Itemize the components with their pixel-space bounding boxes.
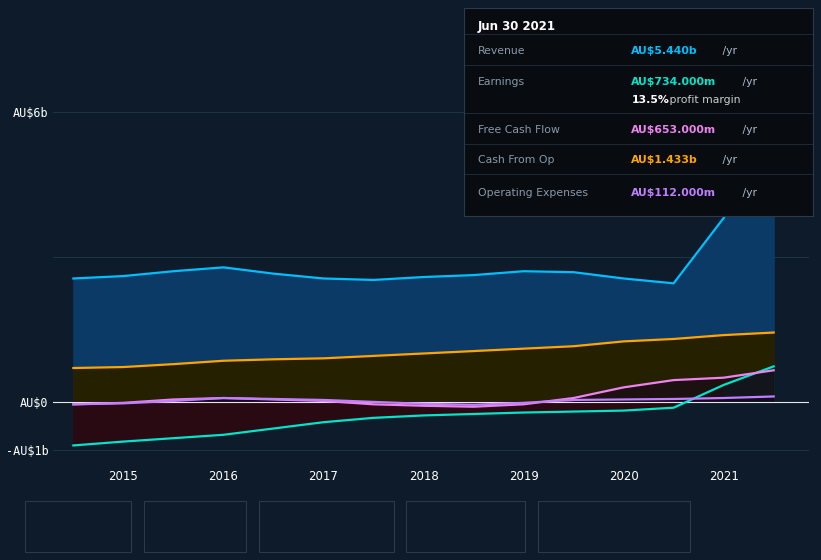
Text: 13.5%: 13.5% [631, 95, 669, 105]
Text: /yr: /yr [719, 155, 737, 165]
Text: Revenue: Revenue [478, 46, 525, 56]
Text: profit margin: profit margin [667, 95, 741, 105]
Text: Operating Expenses: Operating Expenses [478, 188, 588, 198]
Text: ●: ● [154, 521, 163, 531]
Text: /yr: /yr [719, 46, 737, 56]
Text: Free Cash Flow: Free Cash Flow [478, 125, 560, 134]
Text: Earnings: Earnings [478, 77, 525, 87]
Text: /yr: /yr [739, 125, 757, 134]
Text: AU$1.433b: AU$1.433b [631, 155, 698, 165]
Text: ●: ● [269, 521, 277, 531]
Text: Cash From Op: Cash From Op [478, 155, 554, 165]
Text: /yr: /yr [739, 77, 757, 87]
Text: Jun 30 2021: Jun 30 2021 [478, 20, 556, 33]
Text: Earnings: Earnings [171, 521, 218, 531]
Text: Free Cash Flow: Free Cash Flow [286, 521, 368, 531]
Text: /yr: /yr [739, 188, 757, 198]
Text: Cash From Op: Cash From Op [433, 521, 510, 531]
Text: Operating Expenses: Operating Expenses [565, 521, 675, 531]
Text: ●: ● [35, 521, 44, 531]
Text: AU$112.000m: AU$112.000m [631, 188, 717, 198]
Text: Revenue: Revenue [52, 521, 99, 531]
Text: AU$734.000m: AU$734.000m [631, 77, 717, 87]
Text: AU$5.440b: AU$5.440b [631, 46, 698, 56]
Text: ●: ● [548, 521, 557, 531]
Text: AU$653.000m: AU$653.000m [631, 125, 717, 134]
Text: ●: ● [417, 521, 425, 531]
